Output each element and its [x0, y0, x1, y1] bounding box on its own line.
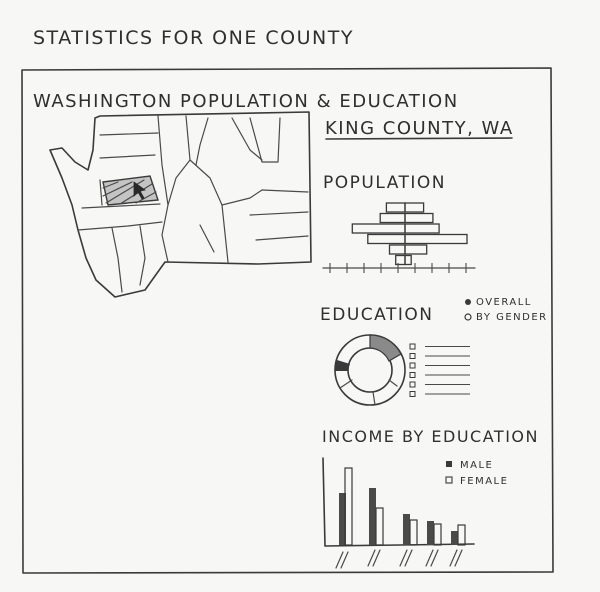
income-bar-male: [451, 531, 458, 545]
washington-county-map[interactable]: [49, 111, 312, 298]
county-line: [139, 225, 146, 286]
county-line: [99, 179, 103, 206]
pyramid-bar-right: [404, 202, 425, 213]
county-name-underline: [325, 137, 513, 140]
highlighted-county-king[interactable]: [102, 175, 159, 206]
x-tick-mark: [425, 549, 439, 567]
education-donut: [334, 334, 406, 406]
donut-dividers: [339, 379, 398, 406]
income-bar-female: [457, 524, 466, 546]
legend-label-male: MALE: [460, 460, 493, 471]
county-line: [221, 189, 263, 206]
cursor-icon: [133, 181, 146, 200]
radio-selected-icon[interactable]: [465, 299, 471, 305]
education-option-label: OVERALL: [476, 297, 532, 308]
income-bar-male: [369, 488, 376, 545]
income-title: INCOME BY EDUCATION: [322, 427, 539, 446]
pyramid-bar-left: [367, 233, 406, 245]
legend-box-icon: [409, 372, 416, 378]
income-bars: [339, 467, 466, 546]
income-bar-female: [375, 507, 384, 546]
dashboard-frame: [21, 67, 554, 574]
county-line: [167, 115, 191, 206]
pyramid-bar-right: [404, 223, 440, 234]
income-legend: MALE FEMALE: [445, 460, 508, 487]
county-line: [111, 227, 123, 293]
county-line: [261, 189, 309, 193]
donut-slice-dark: [335, 360, 350, 371]
pyramid-bar-left: [395, 254, 406, 266]
pyramid-bar-left: [351, 223, 406, 234]
x-tick-mark: [399, 549, 413, 567]
page-title: STATISTICS FOR ONE COUNTY: [33, 27, 354, 49]
legend-label-female: FEMALE: [460, 476, 508, 487]
pyramid-bar-left: [379, 212, 406, 224]
state-outline: [49, 111, 312, 298]
population-pyramid: [351, 202, 468, 266]
county-line: [249, 211, 309, 216]
income-bar-male: [427, 521, 434, 545]
county-line: [255, 235, 309, 241]
pyramid-bar-left: [385, 202, 406, 213]
radio-unselected-icon[interactable]: [464, 313, 472, 321]
income-x-tick-marks: [335, 549, 463, 569]
education-option-label: BY GENDER: [476, 312, 548, 323]
pyramid-bar-right: [404, 244, 428, 255]
income-bar-male: [403, 514, 410, 545]
x-tick-mark: [449, 549, 463, 567]
legend-swatch-male: [446, 461, 452, 467]
legend-box-icon: [409, 343, 416, 350]
income-bar-male: [339, 493, 346, 545]
income-bar-female: [409, 519, 418, 546]
x-tick-mark: [367, 549, 381, 567]
donut-slice-shaded: [369, 334, 402, 362]
county-line: [199, 224, 215, 253]
pyramid-bar-left: [388, 244, 406, 255]
county-hatching: [102, 179, 157, 205]
county-line: [231, 117, 263, 161]
pyramid-axis-ticks: [329, 263, 467, 273]
county-line: [189, 159, 229, 263]
education-legend: [409, 343, 470, 397]
county-line: [195, 117, 209, 166]
legend-swatch-female: [445, 476, 453, 484]
county-line: [249, 117, 281, 163]
education-option-by-gender[interactable]: BY GENDER: [464, 312, 548, 323]
pyramid-bar-right: [404, 233, 468, 245]
pyramid-bar-right: [404, 212, 434, 224]
education-option-overall[interactable]: OVERALL: [465, 297, 532, 308]
x-tick-mark: [335, 551, 349, 569]
income-bar-female: [433, 523, 442, 546]
population-title: POPULATION: [323, 173, 446, 193]
legend-box-icon: [409, 391, 416, 397]
income-axes: [322, 457, 475, 547]
panel-title: WASHINGTON POPULATION & EDUCATION: [33, 91, 459, 112]
education-title: EDUCATION: [320, 305, 433, 325]
legend-box-icon: [409, 353, 416, 359]
legend-box-icon: [409, 362, 416, 369]
county-name: KING COUNTY, WA: [325, 118, 514, 139]
county-line: [77, 221, 163, 231]
pyramid-bar-right: [404, 254, 412, 266]
county-line: [157, 115, 169, 263]
county-line: [81, 203, 161, 209]
legend-box-icon: [409, 381, 416, 388]
county-line: [99, 132, 159, 136]
county-line: [99, 154, 156, 159]
income-bar-female: [344, 467, 353, 546]
